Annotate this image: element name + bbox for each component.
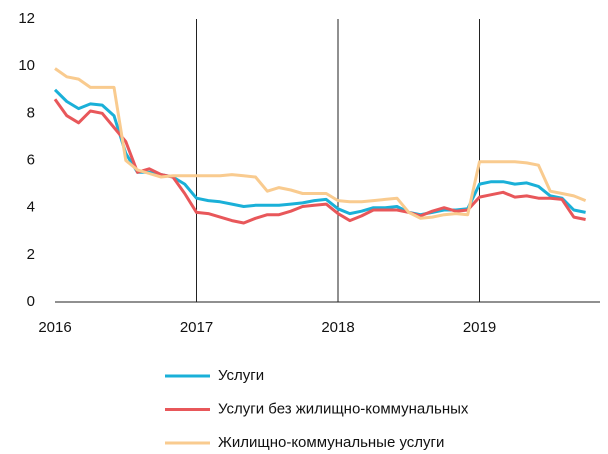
legend-label: Услуги [218, 367, 264, 384]
x-tick-label: 2017 [180, 319, 213, 336]
y-tick-label: 6 [27, 151, 35, 168]
y-tick-label: 2 [27, 246, 35, 263]
y-tick-label: 10 [18, 57, 35, 74]
y-tick-label: 4 [27, 199, 35, 216]
legend-label: Услуги без жилищно-коммунальных [218, 400, 469, 417]
legend-label: Жилищно-коммунальные услуги [218, 434, 444, 451]
x-tick-label: 2019 [463, 319, 496, 336]
y-tick-label: 12 [18, 10, 35, 27]
y-tick-label: 0 [27, 293, 35, 310]
y-tick-label: 8 [27, 104, 35, 121]
series-line [53, 88, 586, 217]
series-line [54, 67, 587, 220]
x-tick-label: 2016 [38, 319, 71, 336]
x-tick-label: 2018 [321, 319, 354, 336]
